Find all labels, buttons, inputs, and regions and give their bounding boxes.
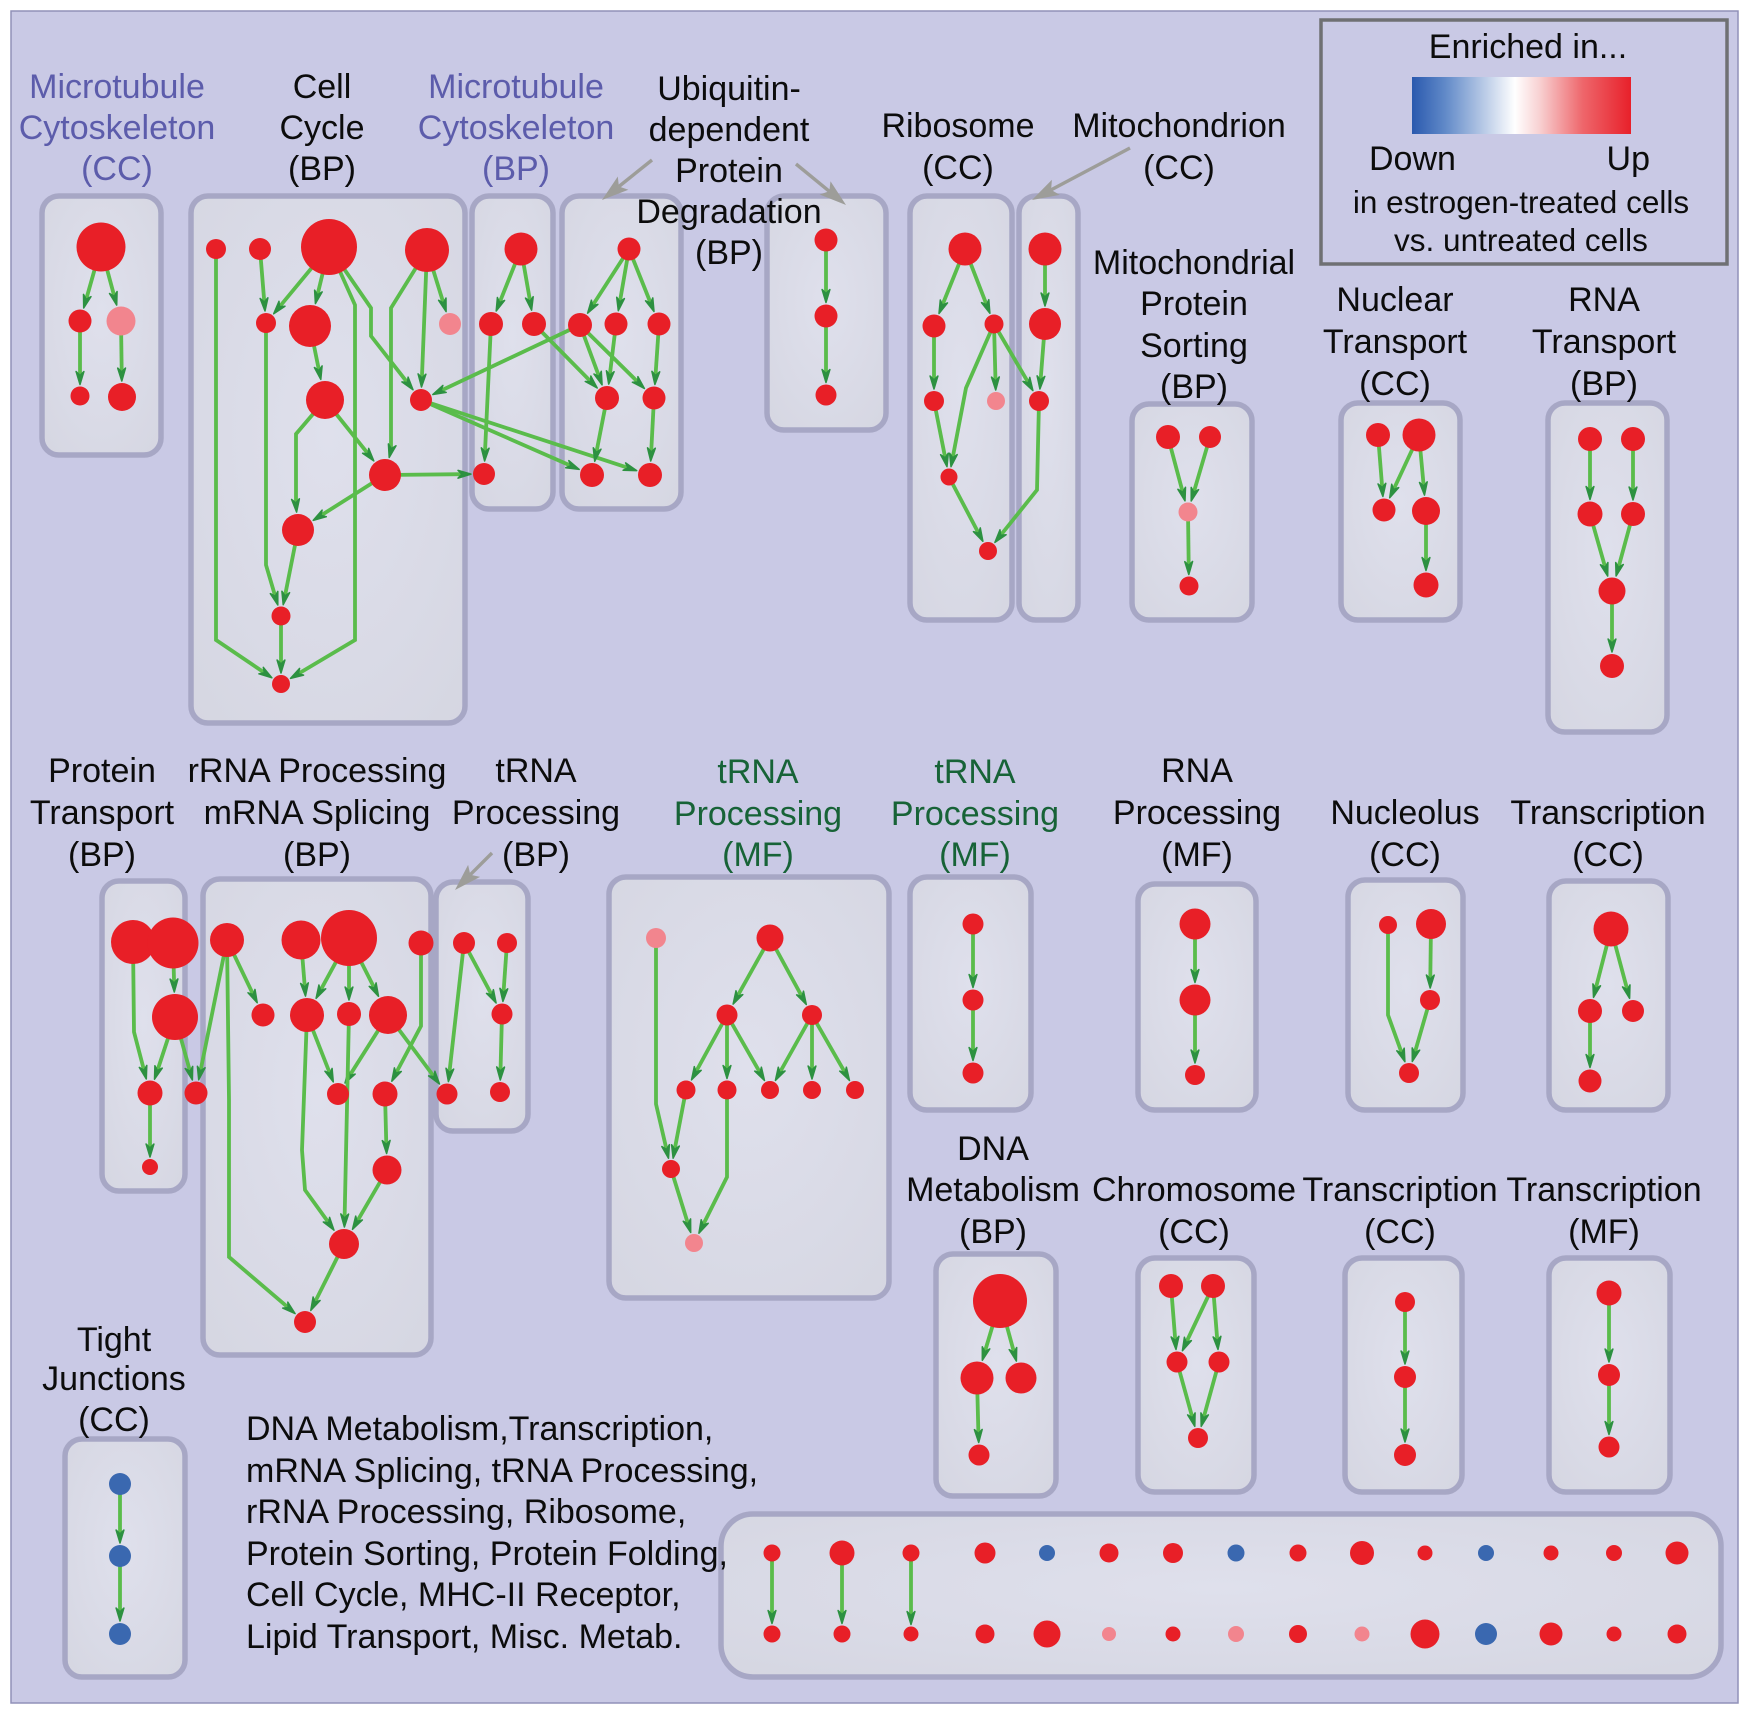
svg-text:(CC): (CC) [922, 149, 994, 187]
svg-text:(MF): (MF) [939, 836, 1011, 874]
svg-text:(CC): (CC) [1359, 365, 1431, 403]
svg-text:rRNA Processing, Ribosome,: rRNA Processing, Ribosome, [246, 1493, 686, 1531]
svg-text:(BP): (BP) [68, 836, 136, 874]
svg-text:DNA: DNA [957, 1130, 1029, 1168]
svg-text:Processing: Processing [674, 795, 842, 833]
svg-text:Cytoskeleton: Cytoskeleton [19, 109, 216, 147]
svg-text:Ubiquitin-: Ubiquitin- [657, 70, 801, 108]
svg-text:in estrogen-treated cells: in estrogen-treated cells [1353, 184, 1689, 220]
svg-text:tRNA: tRNA [717, 753, 799, 791]
svg-text:Degradation: Degradation [636, 193, 821, 231]
svg-text:Transport: Transport [1323, 323, 1468, 361]
svg-text:(BP): (BP) [1570, 365, 1638, 403]
svg-text:Protein: Protein [675, 152, 783, 190]
svg-text:Processing: Processing [891, 795, 1059, 833]
svg-text:(CC): (CC) [81, 150, 153, 188]
svg-text:(BP): (BP) [959, 1213, 1027, 1251]
svg-text:Up: Up [1607, 140, 1650, 178]
svg-text:Sorting: Sorting [1140, 327, 1248, 365]
svg-text:(MF): (MF) [722, 836, 794, 874]
svg-text:mRNA Splicing: mRNA Splicing [204, 794, 431, 832]
svg-text:Cytoskeleton: Cytoskeleton [418, 109, 615, 147]
svg-text:Enriched in...: Enriched in... [1429, 28, 1627, 66]
svg-text:(BP): (BP) [482, 150, 550, 188]
svg-text:Down: Down [1369, 140, 1456, 178]
svg-text:RNA: RNA [1161, 752, 1233, 790]
svg-text:Processing: Processing [1113, 794, 1281, 832]
svg-text:(BP): (BP) [502, 836, 570, 874]
svg-text:(BP): (BP) [288, 150, 356, 188]
svg-text:rRNA Processing: rRNA Processing [188, 752, 447, 790]
svg-text:Nucleolus: Nucleolus [1330, 794, 1479, 832]
svg-text:(CC): (CC) [1369, 836, 1441, 874]
svg-text:(CC): (CC) [1364, 1213, 1436, 1251]
svg-text:Mitochondrion: Mitochondrion [1072, 107, 1286, 145]
svg-text:Lipid Transport, Misc. Metab.: Lipid Transport, Misc. Metab. [246, 1618, 683, 1656]
svg-text:Microtubule: Microtubule [29, 68, 205, 106]
svg-text:(CC): (CC) [78, 1401, 150, 1439]
svg-text:Cell: Cell [293, 68, 352, 106]
svg-text:tRNA: tRNA [934, 753, 1016, 791]
svg-text:(CC): (CC) [1158, 1213, 1230, 1251]
svg-text:Transcription: Transcription [1510, 794, 1705, 832]
svg-text:Protein: Protein [48, 752, 156, 790]
svg-text:vs. untreated cells: vs. untreated cells [1394, 222, 1648, 258]
svg-text:Mitochondrial: Mitochondrial [1093, 244, 1295, 282]
svg-text:Protein: Protein [1140, 285, 1248, 323]
svg-text:Junctions: Junctions [42, 1360, 186, 1398]
svg-text:Transcription: Transcription [1302, 1171, 1497, 1209]
svg-text:dependent: dependent [649, 111, 810, 149]
svg-text:Nuclear: Nuclear [1336, 281, 1453, 319]
svg-text:(MF): (MF) [1568, 1213, 1640, 1251]
svg-text:(BP): (BP) [283, 836, 351, 874]
svg-text:Tight: Tight [77, 1321, 152, 1359]
svg-text:Transport: Transport [1532, 323, 1677, 361]
svg-text:Transcription: Transcription [1506, 1171, 1701, 1209]
svg-text:(CC): (CC) [1143, 149, 1215, 187]
svg-text:Microtubule: Microtubule [428, 68, 604, 106]
svg-text:Cycle: Cycle [279, 109, 364, 147]
svg-text:Protein Sorting, Protein Foldi: Protein Sorting, Protein Folding, [246, 1535, 728, 1573]
svg-text:(BP): (BP) [695, 234, 763, 272]
svg-text:(BP): (BP) [1160, 368, 1228, 406]
svg-text:Processing: Processing [452, 794, 620, 832]
svg-text:(CC): (CC) [1572, 836, 1644, 874]
svg-text:tRNA: tRNA [495, 752, 577, 790]
svg-text:Ribosome: Ribosome [881, 107, 1034, 145]
svg-text:RNA: RNA [1568, 281, 1640, 319]
svg-text:Chromosome: Chromosome [1092, 1171, 1296, 1209]
svg-text:Transport: Transport [30, 794, 175, 832]
svg-text:DNA Metabolism,Transcription,: DNA Metabolism,Transcription, [246, 1410, 713, 1448]
svg-text:Metabolism: Metabolism [906, 1171, 1080, 1209]
svg-text:Cell Cycle, MHC-II Receptor,: Cell Cycle, MHC-II Receptor, [246, 1576, 681, 1614]
svg-text:mRNA Splicing, tRNA Processing: mRNA Splicing, tRNA Processing, [246, 1452, 758, 1490]
svg-text:(MF): (MF) [1161, 836, 1233, 874]
